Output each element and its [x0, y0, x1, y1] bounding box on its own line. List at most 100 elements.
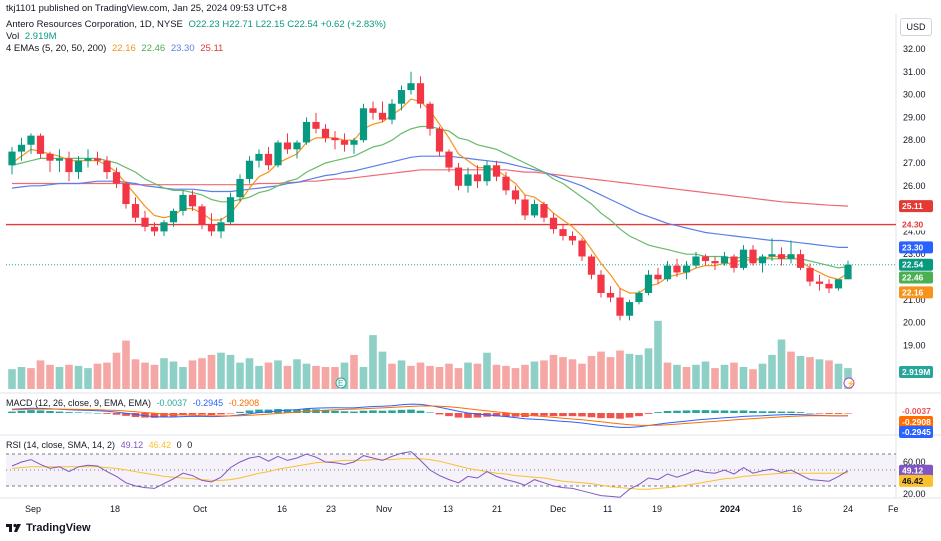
volume-bar [549, 354, 558, 389]
macd-hist-bar [245, 410, 254, 413]
price-tick-label: 19.00 [903, 340, 926, 350]
volume-bar [673, 364, 681, 389]
macd-hist-bar [692, 410, 700, 413]
ema-legend: 4 EMAs (5, 20, 50, 200) 22.16 22.46 23.3… [6, 43, 223, 55]
candle-body [701, 256, 710, 262]
macd-hist-bar [188, 413, 197, 415]
macd-hist-bar [597, 413, 605, 419]
volume-bar [445, 363, 453, 389]
macd-hist-bar [701, 410, 710, 413]
volume-bar [74, 365, 83, 389]
tradingview-logo[interactable]: TradingView [6, 522, 91, 534]
candle-body [597, 274, 605, 293]
candle-body [359, 108, 368, 141]
macd-hist-bar [350, 411, 358, 413]
macd-hist-bar [46, 411, 54, 413]
volume-bar [293, 359, 301, 389]
volume-bar [530, 361, 539, 389]
rsi-badge-bg [899, 464, 933, 477]
rsi-line [11, 451, 849, 498]
candle-body [644, 274, 653, 293]
price-tick-label: 31.00 [903, 67, 926, 77]
time-axis-label: 16 [792, 504, 802, 514]
macd-hist-bar [540, 413, 548, 416]
macd-hist-bar [530, 413, 539, 417]
macd-hist-bar [568, 413, 577, 417]
macd-value-2: -0.2945 [192, 398, 224, 408]
volume-label: Vol [6, 31, 20, 42]
macd-hist-badge: -0.0037 [902, 406, 931, 416]
candle-body [274, 142, 282, 166]
time-axis-label: Oct [193, 504, 208, 514]
volume-bar [112, 352, 121, 389]
rsi-axis-label: 60.00 [903, 457, 926, 467]
macd-hist-bar [388, 410, 396, 413]
volume-bar [369, 335, 377, 389]
volume-bar [768, 354, 776, 389]
macd-hist-bar [606, 413, 615, 419]
candle-body [777, 254, 786, 259]
candle-body [312, 121, 320, 129]
macd-hist-bar [93, 413, 102, 414]
macd-hist-bar [36, 410, 45, 413]
volume-bar [274, 360, 282, 389]
time-axis-label: 13 [443, 504, 453, 514]
ema50-line [11, 155, 848, 248]
candle-body [654, 274, 662, 280]
rsi-ma-badge: 46.42 [902, 476, 924, 486]
macd-hist-bar [549, 413, 558, 417]
volume-bar [654, 320, 662, 389]
volume-badge: 2.919M [902, 367, 930, 377]
macd-signal-line [11, 405, 849, 426]
volume-bar [540, 360, 548, 389]
candle-body [8, 151, 16, 166]
macd-hist-bar [160, 413, 168, 418]
candle-body [93, 158, 102, 161]
volume-bar [93, 363, 102, 389]
volume-bars [8, 320, 852, 389]
price-tick-label: 32.00 [903, 44, 926, 54]
time-axis-label: Fe [888, 504, 899, 514]
volume-bar [236, 362, 244, 389]
rsi-value-2: 46.42 [148, 440, 172, 450]
macd-value-3: -0.2908 [228, 398, 260, 408]
price-tick-label: 29.00 [903, 112, 926, 122]
ema5-badge: 22.16 [902, 287, 924, 297]
volume-bar [777, 339, 786, 389]
candle-body [416, 83, 425, 104]
volume-bar [426, 365, 434, 389]
macd-hist-bar [226, 413, 235, 414]
candle-body [844, 264, 852, 280]
price-tick-label: 30.00 [903, 90, 926, 100]
volume-bar [36, 360, 45, 389]
symbol-legend: Antero Resources Corporation, 1D, NYSE O… [6, 19, 386, 31]
macd-hist-bar [150, 413, 159, 418]
candle-body [293, 142, 301, 150]
volume-bar [283, 365, 292, 389]
macd-hist-bar [787, 411, 795, 413]
macd-hist-bar [492, 413, 501, 417]
macd-hist-bar [834, 413, 843, 414]
candle-body [65, 158, 73, 173]
macd-title: MACD (12, 26, close, 9, EMA, EMA) [6, 398, 152, 408]
tradingview-icon [6, 523, 21, 532]
macd-signal-badge-bg [899, 416, 933, 428]
currency-selector[interactable]: USD [900, 18, 932, 36]
macd-hist-bar [378, 410, 387, 413]
candle-body [521, 199, 529, 216]
candle-body [350, 140, 358, 145]
volume-bar [131, 359, 140, 389]
volume-bar [435, 367, 444, 389]
candle-body [568, 235, 577, 241]
candle-body [169, 210, 178, 223]
candle-body [369, 108, 377, 113]
rsi-legend: RSI (14, close, SMA, 14, 2) 49.12 46.42 … [6, 440, 192, 450]
lightning-icon [843, 377, 855, 389]
candle-body [74, 160, 83, 173]
candle-body [587, 256, 596, 275]
macd-hist-bar [426, 412, 434, 413]
volume-bar [796, 356, 805, 389]
time-axis-label: 23 [326, 504, 336, 514]
rsi-ma-line [11, 458, 849, 490]
